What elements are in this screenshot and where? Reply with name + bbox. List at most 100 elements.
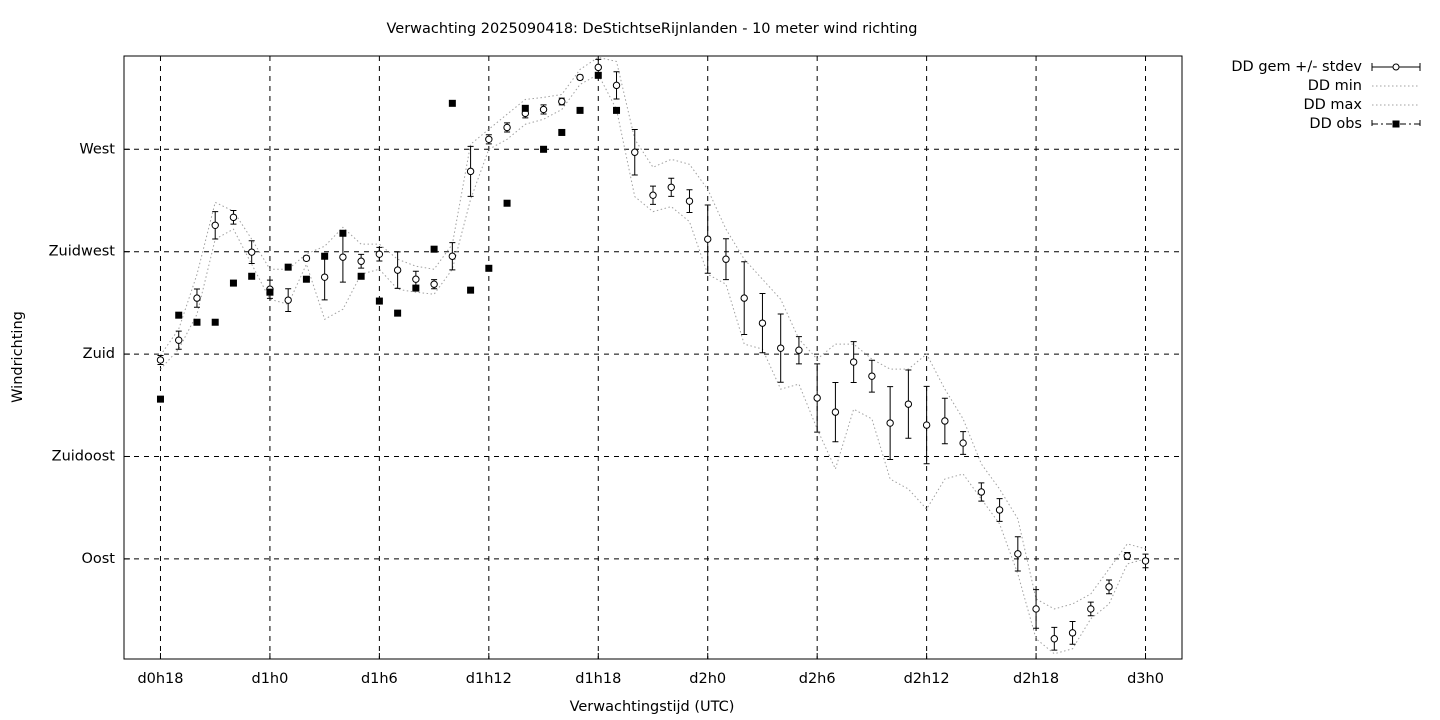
mean-point — [284, 296, 292, 304]
mean-point — [302, 254, 311, 262]
mean-point — [211, 221, 219, 229]
x-tick-label: d2h12 — [904, 671, 950, 687]
mean-point — [1014, 550, 1022, 558]
mean-point — [466, 167, 475, 176]
y-tick-label: Zuidoost — [52, 448, 116, 464]
mean-point — [229, 213, 238, 222]
obs-point — [467, 286, 475, 294]
mean-point — [813, 394, 821, 402]
range-line — [160, 73, 1146, 655]
obs-point — [540, 145, 548, 153]
mean-point — [156, 356, 165, 364]
y-tick-label: Zuidwest — [49, 244, 116, 260]
mean-point — [1105, 583, 1113, 591]
mean-point — [193, 294, 201, 302]
x-tick-label: d1h18 — [575, 671, 621, 687]
obs-point — [503, 199, 511, 207]
y-tick-label: West — [79, 141, 115, 157]
mean-point — [1032, 605, 1040, 613]
mean-point — [412, 275, 420, 283]
legend-sample — [1392, 120, 1400, 128]
mean-point — [558, 97, 566, 106]
mean-point — [175, 336, 183, 344]
obs-point — [156, 395, 164, 403]
obs-point — [339, 229, 347, 237]
mean-point — [776, 344, 785, 352]
mean-point — [594, 63, 602, 72]
obs-point — [375, 297, 383, 305]
x-tick-label: d1h12 — [466, 671, 512, 687]
mean-point — [831, 408, 840, 416]
obs-point — [485, 264, 493, 272]
mean-point — [539, 105, 548, 114]
range-line — [160, 56, 1146, 610]
legend-label: DD obs — [1309, 116, 1362, 132]
obs-point — [558, 128, 566, 136]
obs-point — [248, 272, 256, 280]
x-tick-label: d2h0 — [689, 671, 726, 687]
obs-point — [302, 275, 310, 283]
mean-point — [922, 421, 931, 429]
obs-point — [576, 106, 584, 114]
legend-sample — [1392, 63, 1400, 71]
obs-point — [193, 318, 201, 326]
obs-point — [594, 71, 602, 79]
plot-frame — [123, 55, 1183, 660]
y-tick-label: Oost — [81, 551, 115, 567]
mean-point — [503, 123, 511, 132]
mean-point — [667, 183, 675, 191]
mean-point — [485, 135, 493, 143]
mean-point — [941, 417, 949, 425]
obs-point — [211, 318, 219, 326]
y-axis-label: Windrichting — [10, 311, 26, 403]
mean-point — [612, 81, 621, 90]
mean-point — [849, 358, 858, 366]
mean-point — [704, 235, 712, 243]
y-tick-label: Zuid — [83, 346, 115, 362]
mean-point — [722, 255, 730, 263]
mean-point — [320, 273, 329, 281]
mean-point — [740, 294, 748, 302]
obs-point — [266, 288, 274, 296]
mean-point — [959, 439, 967, 447]
mean-point — [795, 346, 803, 354]
mean-point — [430, 280, 438, 288]
mean-point — [375, 250, 384, 258]
x-tick-label: d1h0 — [252, 671, 289, 687]
mean-point — [886, 419, 894, 427]
obs-point — [229, 279, 237, 287]
x-tick-label: d0h18 — [137, 671, 183, 687]
legend-label: DD max — [1303, 97, 1362, 113]
mean-point — [1050, 635, 1059, 643]
mean-point — [995, 506, 1004, 514]
mean-point — [576, 73, 584, 82]
mean-point — [904, 400, 913, 408]
obs-point — [430, 245, 438, 253]
mean-point — [977, 488, 986, 496]
mean-point — [448, 252, 457, 260]
x-axis-label: Verwachtingstijd (UTC) — [570, 699, 735, 715]
obs-point — [521, 104, 529, 112]
mean-point — [685, 197, 694, 205]
obs-point — [613, 106, 621, 114]
obs-point — [412, 284, 420, 292]
obs-point — [175, 311, 183, 319]
obs-point — [284, 263, 292, 271]
mean-point — [1087, 605, 1095, 613]
mean-point — [1123, 552, 1131, 560]
mean-point — [649, 191, 657, 199]
obs-point — [448, 99, 456, 107]
mean-point — [339, 253, 347, 261]
mean-point — [868, 372, 876, 380]
mean-point — [1068, 629, 1077, 637]
obs-point — [321, 252, 329, 260]
obs-point — [357, 272, 365, 280]
chart-title: Verwachting 2025090418: DeStichtseRijnla… — [387, 21, 918, 37]
mean-point — [247, 248, 256, 256]
legend-label: DD min — [1308, 78, 1362, 94]
mean-point — [357, 257, 365, 265]
mean-point — [1141, 557, 1150, 565]
mean-point — [393, 266, 402, 274]
x-tick-label: d3h0 — [1127, 671, 1164, 687]
